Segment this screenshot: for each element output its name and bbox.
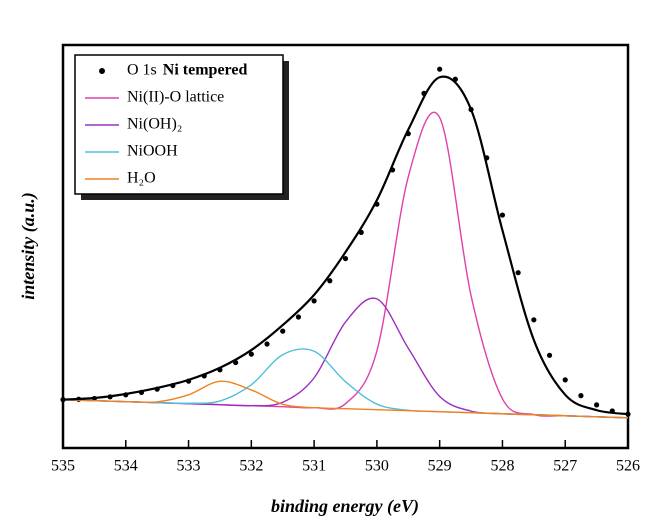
x-tick-label: 526 xyxy=(616,458,640,475)
data-point xyxy=(546,352,553,358)
legend-sample-label: Ni tempered xyxy=(163,62,248,79)
component-line xyxy=(62,297,629,419)
data-point xyxy=(327,278,333,284)
x-tick-label: 530 xyxy=(365,458,389,475)
component-line xyxy=(62,380,629,419)
x-tick-label: 533 xyxy=(177,458,201,475)
data-point xyxy=(295,314,302,320)
data-point xyxy=(264,341,270,347)
data-point xyxy=(499,212,506,218)
x-tick-label: 535 xyxy=(51,458,75,475)
data-point xyxy=(562,377,568,383)
data-point xyxy=(248,351,254,357)
x-tick-label: 532 xyxy=(239,458,263,475)
x-axis-label: binding energy (eV) xyxy=(271,496,419,517)
legend-label: Ni(OH)₂ xyxy=(127,116,182,133)
envelope-line xyxy=(62,75,629,416)
data-point xyxy=(531,317,537,323)
x-tick-label: 534 xyxy=(114,458,138,475)
x-tick-label: 531 xyxy=(302,458,326,475)
legend-label: NiOOH xyxy=(127,143,178,160)
x-tick-label: 528 xyxy=(490,458,514,475)
legend-label: Ni(II)-O lattice xyxy=(127,89,224,106)
data-point xyxy=(280,328,286,334)
legend-label: H₂O xyxy=(127,170,156,187)
data-point xyxy=(311,298,317,304)
data-point xyxy=(515,270,521,276)
data-point xyxy=(578,393,584,399)
y-axis-label: intensity (a.u.) xyxy=(18,192,39,300)
legend-marker xyxy=(99,68,105,74)
plot-frame xyxy=(61,43,630,450)
x-tick-label: 527 xyxy=(553,458,577,475)
x-tick-label: 529 xyxy=(428,458,452,475)
data-point xyxy=(342,255,349,262)
data-point xyxy=(594,402,600,408)
data-point xyxy=(437,66,443,72)
legend-label: O 1s xyxy=(127,62,157,79)
